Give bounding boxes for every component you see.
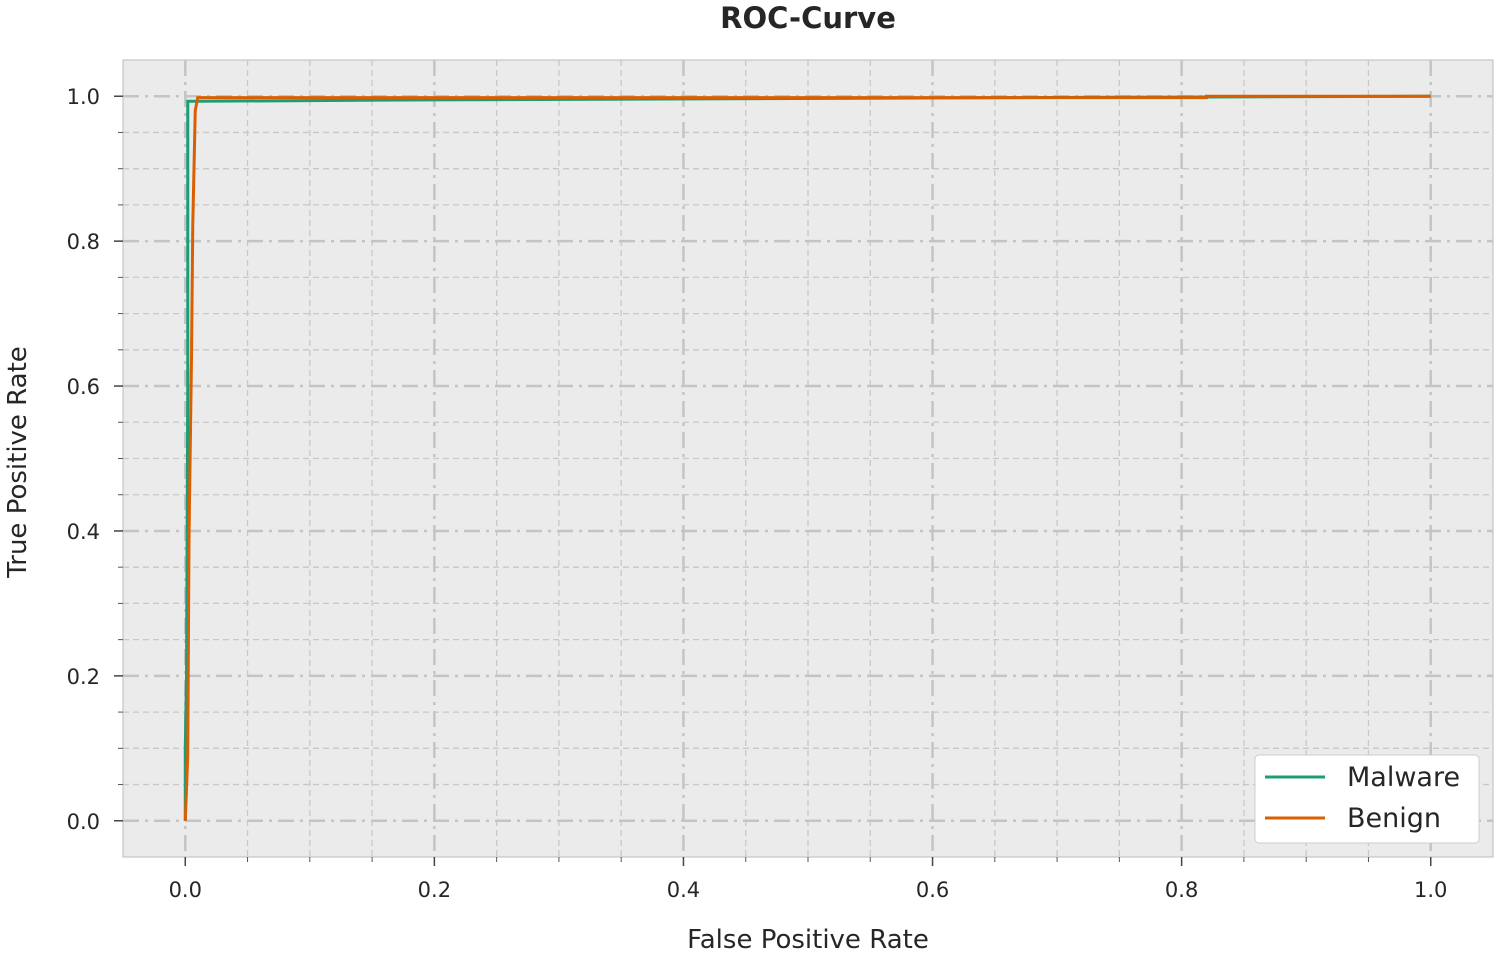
- y-tick-label: 0.8: [67, 230, 100, 254]
- y-axis-label: True Positive Rate: [3, 346, 33, 579]
- x-tick-label: 0.4: [667, 878, 700, 902]
- y-tick-label: 0.4: [67, 520, 100, 544]
- roc-line: [183, 94, 1431, 821]
- legend-label: Malware: [1347, 762, 1460, 793]
- y-tick-label: 0.2: [67, 665, 100, 689]
- y-tick-label: 0.6: [67, 375, 100, 399]
- chart-title: ROC-Curve: [720, 1, 896, 35]
- x-tick-label: 1.0: [1414, 878, 1447, 902]
- y-tick-label: 0.0: [67, 810, 100, 834]
- x-axis-label: False Positive Rate: [687, 925, 929, 955]
- y-tick-label: 1.0: [67, 85, 100, 109]
- x-tick-label: 0.0: [169, 878, 202, 902]
- x-tick-label: 0.2: [418, 878, 451, 902]
- x-tick-label: 0.6: [916, 878, 949, 902]
- legend-label: Benign: [1347, 803, 1441, 834]
- x-tick-label: 0.8: [1165, 878, 1198, 902]
